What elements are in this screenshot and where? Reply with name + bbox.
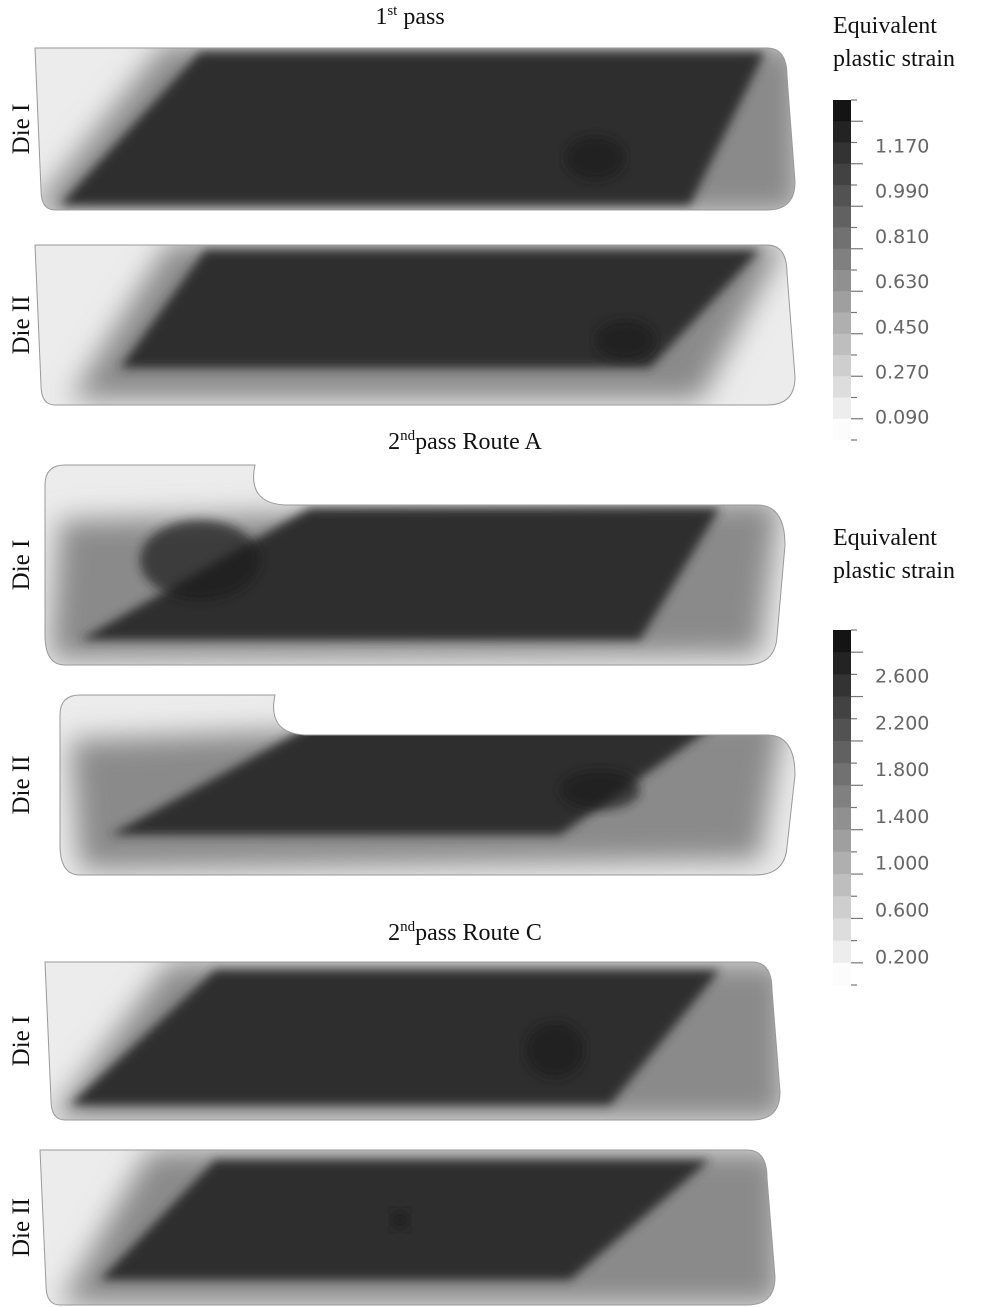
- contour-plot: [35, 242, 795, 405]
- colorbar-label: 1.170: [875, 136, 929, 158]
- legend-title: Equivalent: [833, 13, 937, 39]
- colorbar-step: [833, 249, 851, 271]
- colorbar-label: 0.090: [875, 407, 929, 429]
- title-sup: nd: [400, 428, 416, 444]
- colorbar-step: [833, 121, 851, 143]
- strain-peak: [525, 1022, 585, 1078]
- colorbar-step: [833, 334, 851, 356]
- strain-peak: [560, 770, 640, 810]
- strain-core: [120, 250, 760, 368]
- colorbar-step: [833, 355, 851, 377]
- section-title: 1st pass: [375, 3, 444, 30]
- colorbar-step: [833, 674, 851, 697]
- colorbar-step: [833, 291, 851, 313]
- colorbar-step: [833, 206, 851, 228]
- colorbar-label: 0.450: [875, 316, 929, 338]
- colorbar-step: [833, 228, 851, 250]
- colorbar-step: [833, 941, 851, 964]
- title-rest: pass Route C: [415, 920, 542, 946]
- row-label: Die I: [8, 540, 35, 591]
- figure: 1st passDie IDie II2ndpass Route ADie ID…: [0, 0, 997, 1307]
- colorbar-step: [833, 918, 851, 941]
- title-sup: nd: [400, 919, 416, 935]
- legend-title: plastic strain: [833, 558, 955, 584]
- contour-plot: [45, 962, 785, 1120]
- colorbar-step: [833, 763, 851, 786]
- colorbar-step: [833, 874, 851, 897]
- row-label: Die II: [8, 756, 35, 815]
- colorbar-label: 0.630: [875, 271, 929, 293]
- title-rest: pass: [397, 4, 444, 30]
- colorbar-step: [833, 313, 851, 335]
- strain-peak: [595, 320, 655, 360]
- contour-plot: [60, 695, 795, 875]
- contour-plot: [45, 465, 785, 665]
- row-label: Die II: [8, 296, 35, 355]
- strain-peak: [390, 1210, 410, 1230]
- colorbar-step: [833, 630, 851, 653]
- colorbar-step: [833, 697, 851, 720]
- colorbar-step: [833, 164, 851, 186]
- colorbar-label: 2.200: [875, 712, 929, 734]
- strain-peak: [565, 136, 625, 180]
- title-rest: pass Route A: [415, 429, 542, 455]
- contour-plot: [30, 44, 800, 214]
- contour-plot: [40, 1150, 780, 1305]
- row-label: Die II: [8, 1198, 35, 1257]
- colorbar-label: 0.270: [875, 362, 929, 384]
- row-label: Die I: [8, 104, 35, 155]
- colorbar-step: [833, 808, 851, 831]
- colorbar-step: [833, 398, 851, 420]
- colorbar-label: 1.000: [875, 853, 929, 875]
- colorbar-step: [833, 852, 851, 875]
- colorbar-label: 1.800: [875, 759, 929, 781]
- colorbar-label: 0.200: [875, 946, 929, 968]
- colorbar-step: [833, 652, 851, 675]
- colorbar-label: 0.600: [875, 900, 929, 922]
- colorbar-step: [833, 270, 851, 292]
- colorbar-label: 0.810: [875, 226, 929, 248]
- legend-title: Equivalent: [833, 525, 937, 551]
- colorbar-label: 0.990: [875, 181, 929, 203]
- colorbar-label: 1.400: [875, 806, 929, 828]
- section-title: 2ndpass Route A: [388, 428, 542, 455]
- title-base: 2: [388, 429, 400, 455]
- colorbar-step: [833, 830, 851, 853]
- colorbar-step: [833, 741, 851, 764]
- colorbar-label: 2.600: [875, 666, 929, 688]
- colorbar-step: [833, 719, 851, 742]
- colorbar-step: [833, 963, 851, 986]
- colorbar-step: [833, 419, 851, 441]
- colorbar-step: [833, 896, 851, 919]
- strain-peak: [140, 520, 260, 600]
- title-base: 2: [388, 920, 400, 946]
- section-title: 2ndpass Route C: [388, 919, 542, 946]
- legend-title: plastic strain: [833, 46, 955, 72]
- colorbar-step: [833, 100, 851, 122]
- colorbar-step: [833, 143, 851, 165]
- title-base: 1: [375, 4, 387, 30]
- colorbar-step: [833, 785, 851, 808]
- row-label: Die I: [8, 1016, 35, 1067]
- colorbar-step: [833, 185, 851, 207]
- colorbar-step: [833, 376, 851, 398]
